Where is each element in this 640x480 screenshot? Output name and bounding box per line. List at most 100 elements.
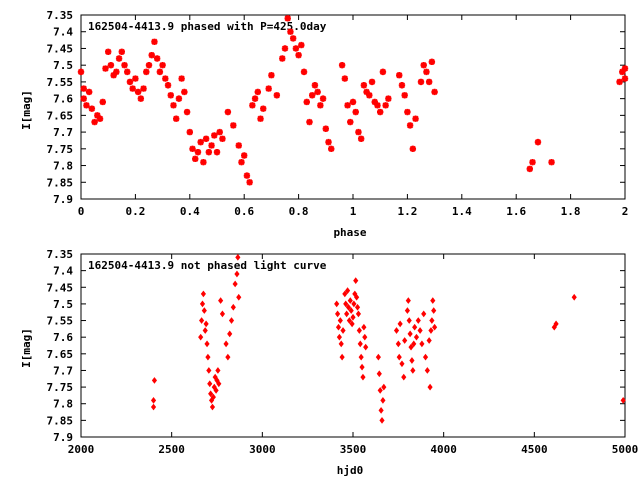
unphased-y-tick-label: 7.85 (47, 414, 74, 427)
data-point (219, 135, 226, 142)
data-point (396, 72, 403, 79)
data-point (216, 380, 222, 388)
data-point (411, 340, 417, 348)
data-point (348, 307, 354, 314)
data-point (529, 159, 536, 166)
data-point (339, 353, 345, 361)
data-point (268, 72, 275, 79)
data-point (140, 85, 147, 92)
data-point (344, 102, 351, 109)
data-point (526, 165, 533, 173)
data-point (115, 55, 123, 62)
data-point (186, 128, 193, 136)
data-point (356, 327, 362, 334)
data-point (96, 115, 104, 122)
data-point (208, 390, 214, 398)
data-point (398, 82, 406, 89)
data-point (232, 280, 238, 288)
data-point (202, 135, 210, 142)
data-point (349, 320, 355, 328)
data-point (167, 92, 174, 99)
data-point (273, 92, 281, 99)
data-point (616, 78, 623, 86)
data-point (341, 75, 349, 82)
data-point (227, 330, 233, 338)
data-point (346, 317, 352, 324)
data-point (309, 92, 316, 99)
unphased-x-axis-title: hjd0 (337, 464, 364, 477)
unphased-light-curve-panel: 162504-4413.9 not phased light curve hjd… (20, 248, 638, 477)
data-point (209, 403, 216, 411)
data-point (534, 138, 542, 146)
data-point (359, 363, 365, 371)
phased-y-tick-label: 7.8 (53, 160, 73, 173)
data-point (235, 142, 242, 149)
unphased-y-tick-label: 7.35 (47, 248, 74, 261)
data-point (121, 61, 128, 69)
data-point (224, 108, 232, 116)
phased-x-tick-label: 1.4 (452, 205, 472, 218)
data-point (353, 277, 359, 284)
unphased-y-tick-label: 7.55 (47, 315, 74, 328)
phased-x-tick-label: 1 (350, 205, 357, 218)
data-point (432, 323, 438, 331)
phased-y-tick-label: 7.75 (47, 143, 74, 156)
data-point (311, 82, 319, 89)
data-point (406, 122, 414, 129)
data-point (420, 61, 427, 69)
data-point (189, 145, 196, 153)
data-point (371, 98, 378, 106)
data-point (423, 68, 430, 76)
data-point (102, 65, 109, 72)
data-point (215, 367, 221, 374)
data-point (340, 327, 346, 334)
data-point (409, 145, 417, 153)
unphased-y-tick-label: 7.5 (53, 298, 73, 311)
phased-y-tick-label: 7.9 (53, 193, 73, 206)
data-point (379, 68, 387, 76)
data-point (126, 78, 134, 86)
data-point (363, 88, 370, 96)
data-point (347, 118, 354, 126)
data-point (211, 132, 218, 139)
data-point (99, 98, 106, 106)
data-point (205, 148, 213, 156)
phased-x-tick-label: 0.8 (289, 205, 309, 218)
data-point (357, 135, 365, 142)
data-point (368, 78, 376, 86)
unphased-x-tick-label: 5000 (612, 443, 639, 456)
data-point (377, 108, 384, 116)
data-point (210, 393, 216, 401)
data-point (246, 179, 253, 186)
phased-y-tick-label: 7.7 (53, 126, 73, 139)
data-point (181, 88, 188, 96)
data-point (153, 55, 161, 62)
phased-x-tick-label: 1.2 (397, 205, 417, 218)
data-point (357, 340, 363, 348)
data-point (620, 397, 626, 404)
phased-light-curve-panel: 162504-4413.9 phased with P=425.0day pha… (20, 9, 628, 239)
data-point (205, 353, 211, 361)
data-point (351, 300, 357, 308)
data-point (363, 343, 369, 351)
data-point (219, 310, 226, 318)
data-point (260, 105, 267, 112)
phased-y-tick-label: 7.65 (47, 109, 74, 122)
phased-y-tick-label: 7.85 (47, 176, 74, 189)
data-point (207, 380, 213, 388)
data-point (77, 68, 85, 76)
data-point (238, 159, 245, 166)
data-point (396, 353, 402, 361)
unphased-x-tick-label: 3500 (340, 443, 367, 456)
data-point (395, 340, 401, 348)
phased-plot-title: 162504-4413.9 phased with P=425.0day (88, 20, 327, 33)
data-point (178, 75, 185, 82)
data-point (164, 82, 172, 89)
phased-y-tick-label: 7.6 (53, 93, 73, 106)
phased-y-tick-label: 7.45 (47, 42, 74, 55)
data-point (216, 128, 223, 136)
data-point (156, 68, 164, 76)
data-point (378, 407, 384, 414)
data-point (80, 85, 87, 92)
data-point (298, 41, 305, 49)
